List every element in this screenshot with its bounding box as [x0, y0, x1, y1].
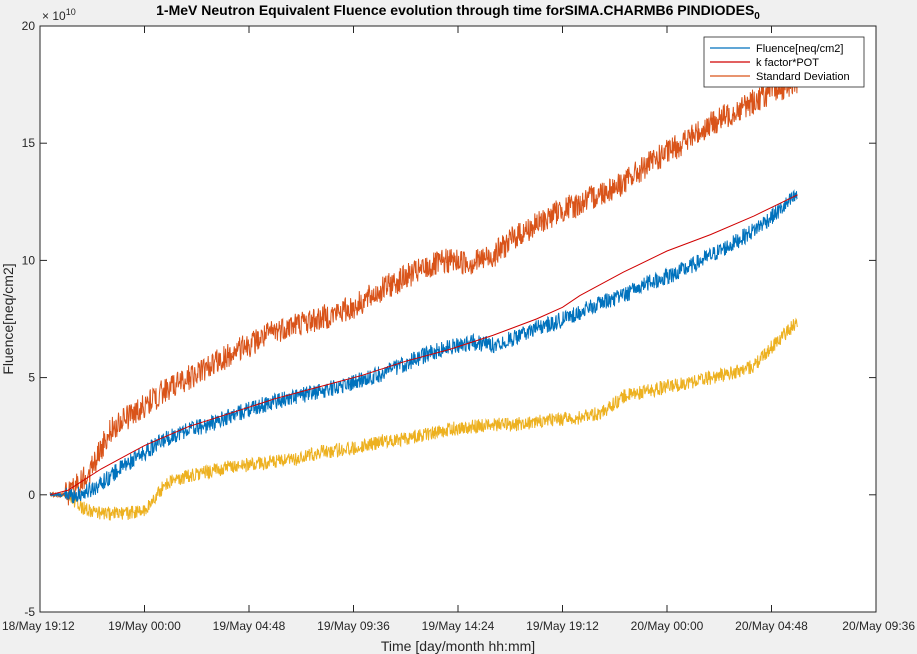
- x-tick-label: 20/May 00:00: [631, 619, 704, 633]
- x-tick-label: 19/May 00:00: [108, 619, 181, 633]
- x-tick-label: 19/May 04:48: [213, 619, 286, 633]
- y-axis-label: Fluence[neq/cm2]: [0, 263, 16, 374]
- series-line-2: [49, 70, 798, 506]
- y-exponent-base: × 10: [42, 9, 66, 23]
- chart-title-text: 1-MeV Neutron Equivalent Fluence evoluti…: [156, 2, 754, 18]
- chart-title: 1-MeV Neutron Equivalent Fluence evoluti…: [156, 2, 760, 22]
- x-tick-label: 19/May 19:12: [526, 619, 599, 633]
- x-axis-label: Time [day/month hh:mm]: [381, 638, 535, 654]
- y-axis-exponent: × 1010: [42, 7, 76, 23]
- chart-title-subscript: 0: [754, 11, 760, 22]
- y-exponent-power: 10: [66, 7, 76, 17]
- x-axis-ticks: 18/May 19:12 19/May 00:00 19/May 04:48 19/M…: [2, 26, 915, 633]
- y-tick-label: 10: [22, 253, 36, 267]
- x-tick-label: 18/May 19:12: [2, 619, 75, 633]
- series-line-0: [49, 189, 798, 504]
- legend-label: k factor*POT: [756, 57, 819, 69]
- x-tick-label: 19/May 14:24: [422, 619, 495, 633]
- y-tick-label: 20: [22, 19, 36, 33]
- y-tick-label: 5: [28, 371, 35, 385]
- legend: Fluence[neq/cm2] k factor*POT Standard Dev…: [703, 36, 865, 88]
- y-tick-label: 15: [22, 136, 36, 150]
- series-lines: [49, 70, 798, 521]
- legend-label: Fluence[neq/cm2]: [756, 43, 843, 55]
- x-tick-label: 19/May 09:36: [317, 619, 390, 633]
- y-tick-label: 0: [28, 488, 35, 502]
- svg-text:× 1010: × 1010: [42, 7, 76, 23]
- x-tick-label: 20/May 09:36: [842, 619, 915, 633]
- y-axis-ticks: -5 0 5 10 15 20: [22, 19, 876, 619]
- legend-items: Fluence[neq/cm2] k factor*POT Standard Dev…: [710, 43, 850, 83]
- series-line-3: [49, 317, 798, 521]
- legend-label: Standard Deviation: [756, 71, 850, 83]
- series-line-1: [50, 194, 798, 496]
- y-tick-label: -5: [24, 605, 35, 619]
- plot-area: [39, 25, 877, 613]
- x-tick-label: 20/May 04:48: [735, 619, 808, 633]
- svg-text:1-MeV Neutron Equivalent Fluen: 1-MeV Neutron Equivalent Fluence evoluti…: [156, 2, 760, 22]
